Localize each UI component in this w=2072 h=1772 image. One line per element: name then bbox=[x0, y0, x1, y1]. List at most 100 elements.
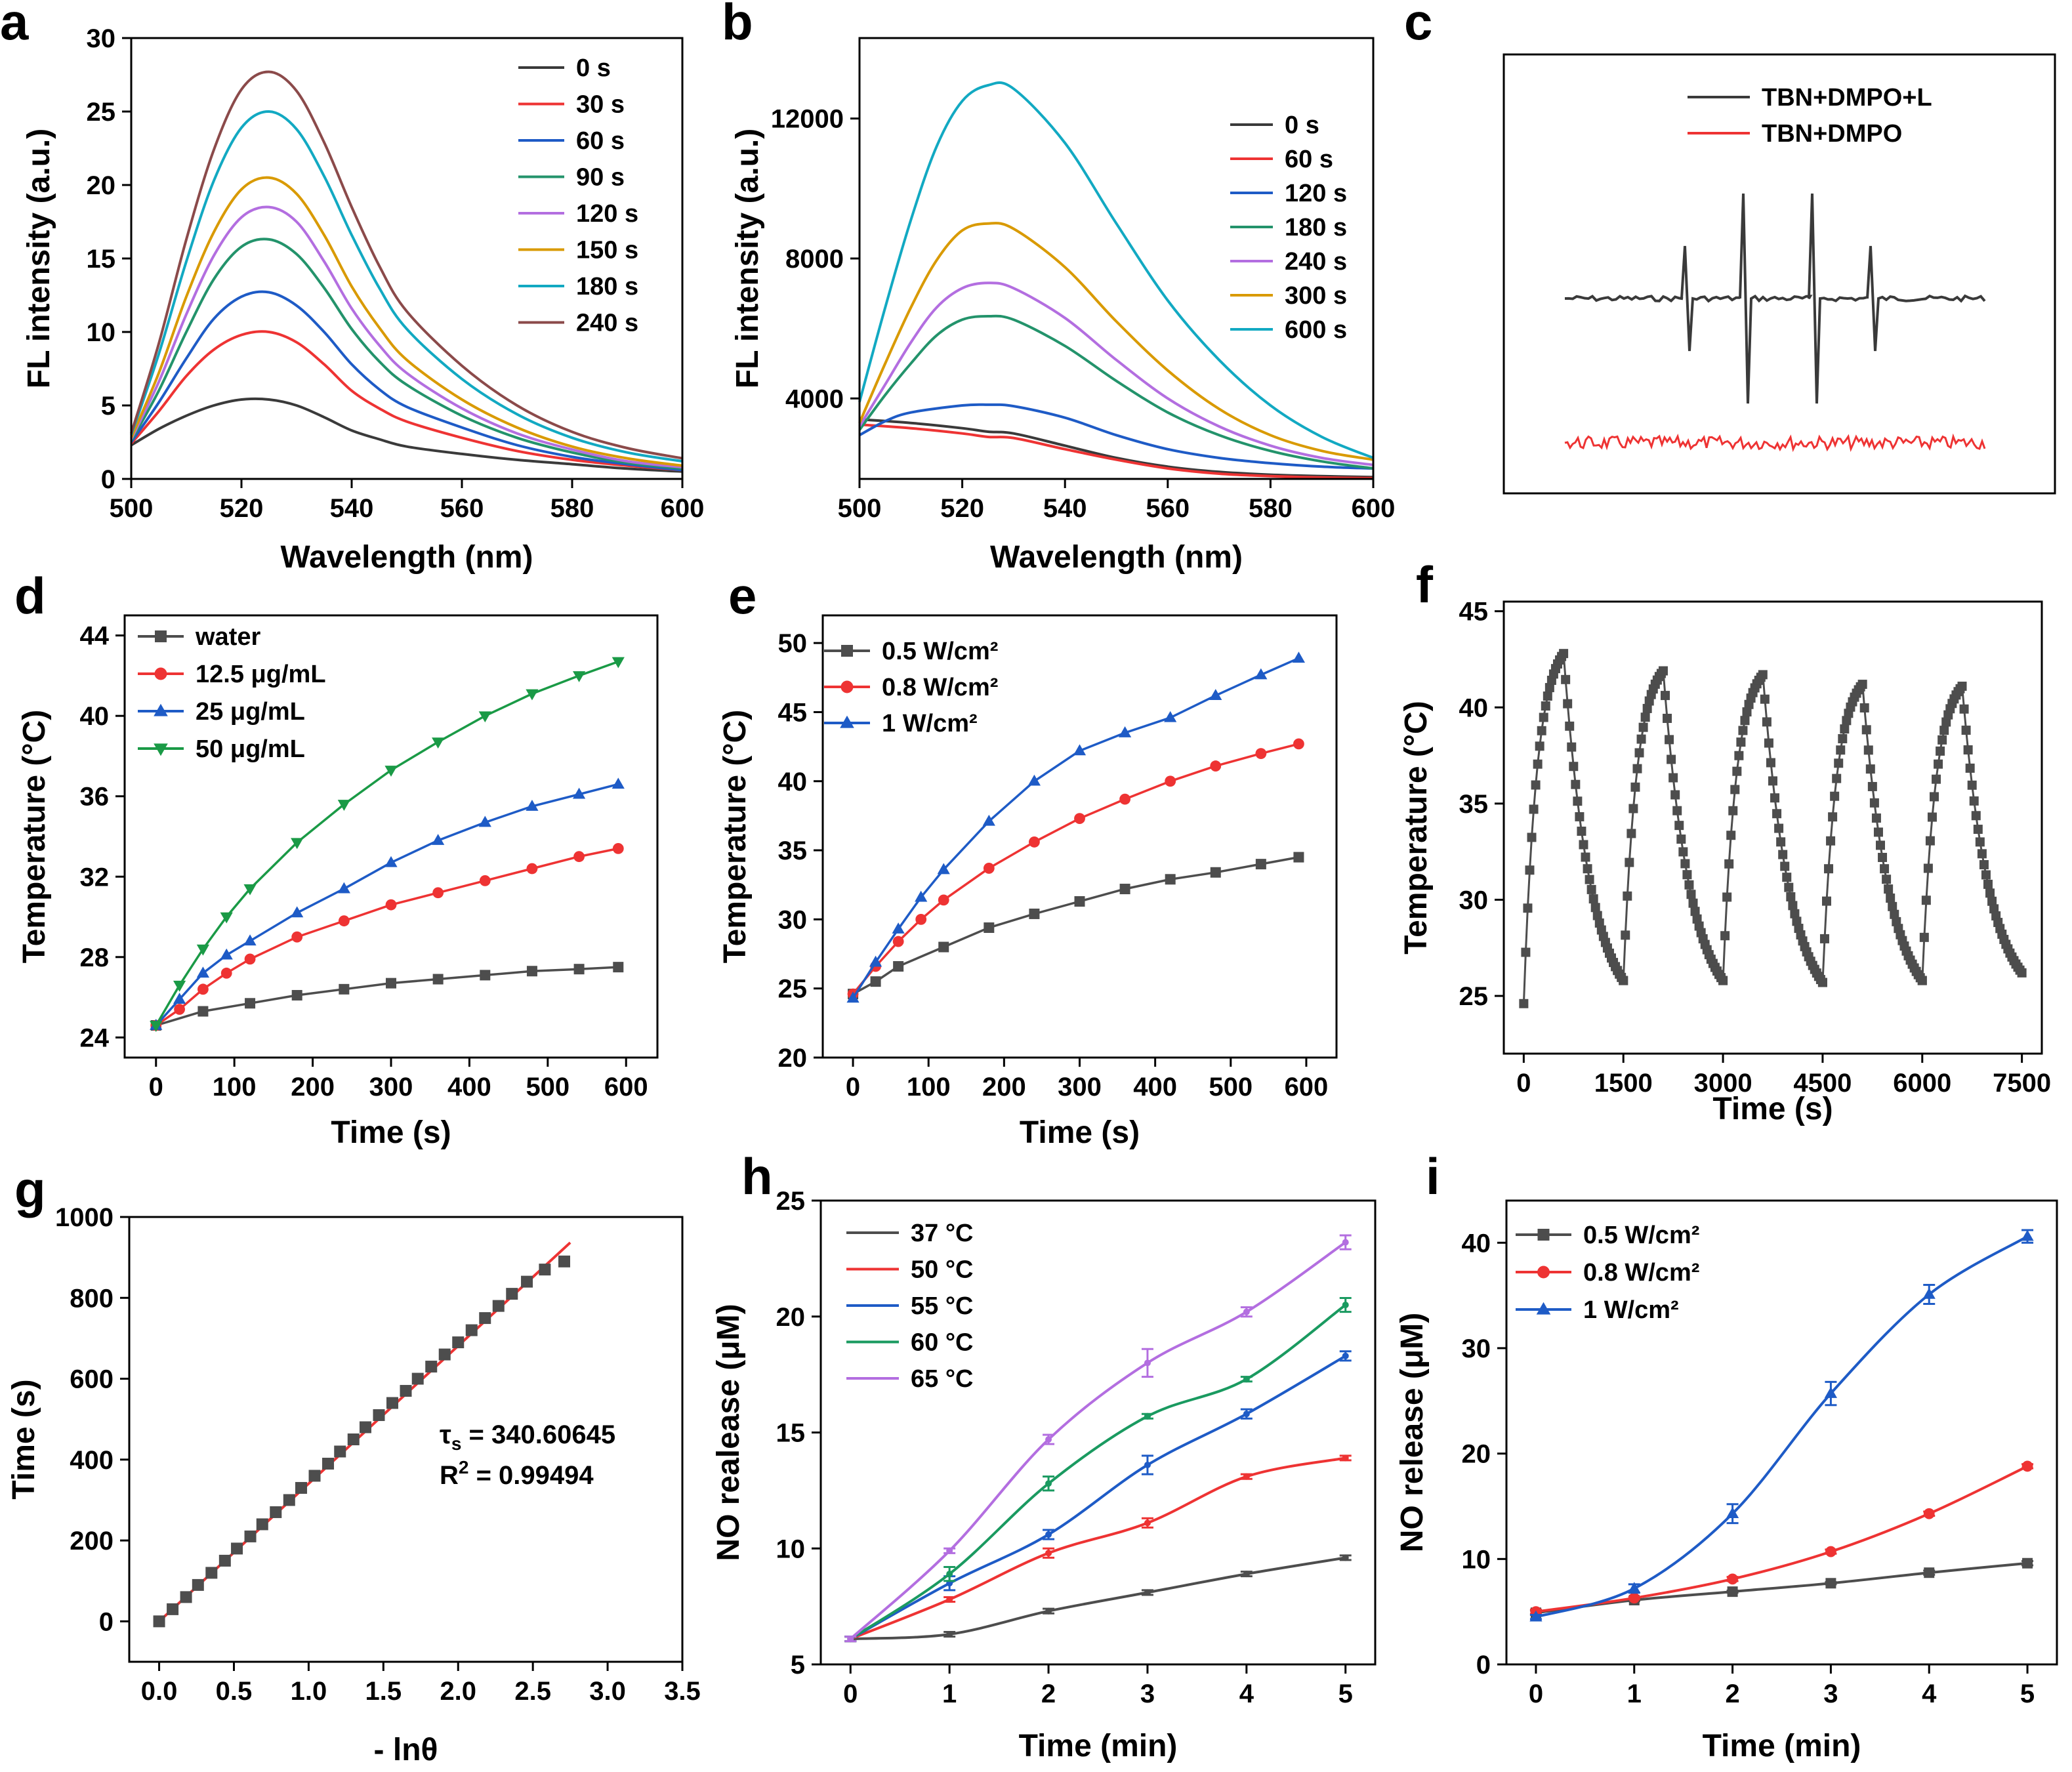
panel-e: e 0 100 200 300 400 500 600 20 25 30 35 40 45 50 Time (… bbox=[718, 567, 1338, 1150]
data-point bbox=[1663, 713, 1672, 723]
data-point bbox=[1243, 1376, 1250, 1383]
legend-marker bbox=[840, 680, 854, 693]
data-point bbox=[2017, 968, 2027, 978]
data-point bbox=[1919, 932, 1929, 942]
y-tick-label: 25 bbox=[778, 975, 808, 1004]
data-point bbox=[1742, 707, 1752, 717]
data-point bbox=[1563, 699, 1573, 709]
data-point bbox=[1825, 1546, 1836, 1557]
y-tick-label: 40 bbox=[80, 702, 110, 731]
data-point bbox=[1029, 836, 1040, 848]
y-tick-label: 35 bbox=[778, 836, 808, 865]
panel-label-c: c bbox=[1404, 0, 1432, 51]
data-point bbox=[1535, 741, 1544, 751]
data-point bbox=[291, 931, 303, 943]
series-line bbox=[130, 70, 683, 460]
data-point bbox=[1772, 809, 1782, 819]
y-tick-label: 10 bbox=[87, 318, 116, 347]
data-point bbox=[338, 915, 350, 927]
panel-label-a: a bbox=[0, 0, 29, 51]
y-tick-label: 1000 bbox=[55, 1203, 114, 1232]
data-point bbox=[245, 998, 256, 1009]
y-tick-label: 400 bbox=[70, 1446, 114, 1475]
data-point bbox=[1760, 694, 1770, 704]
data-point bbox=[270, 1506, 282, 1518]
data-point bbox=[1571, 779, 1581, 789]
data-point bbox=[1941, 717, 1951, 727]
data-point bbox=[1736, 737, 1746, 747]
data-point bbox=[1342, 1352, 1349, 1359]
data-point bbox=[1628, 1592, 1640, 1604]
y-tick-label: 25 bbox=[1459, 982, 1489, 1011]
x-axis-label: Wavelength (nm) bbox=[990, 540, 1243, 575]
legend-label: 0 s bbox=[576, 54, 611, 82]
data-point bbox=[1840, 724, 1850, 734]
y-tick-label: 20 bbox=[1462, 1440, 1491, 1469]
data-point bbox=[1727, 1586, 1738, 1597]
data-point bbox=[1638, 722, 1648, 732]
data-point bbox=[1983, 879, 1993, 889]
x-tick-label: 1.0 bbox=[291, 1677, 327, 1706]
data-point bbox=[411, 1372, 424, 1385]
data-point bbox=[1871, 813, 1881, 823]
data-point bbox=[1790, 909, 1800, 918]
data-point bbox=[1766, 758, 1775, 768]
data-point bbox=[1583, 864, 1592, 874]
data-point bbox=[308, 1470, 321, 1482]
data-point bbox=[946, 1631, 953, 1638]
x-tick-label: 5 bbox=[1338, 1679, 1353, 1708]
data-point bbox=[1973, 825, 1983, 834]
series-line bbox=[850, 1556, 1346, 1641]
x-tick-label: 560 bbox=[1146, 494, 1190, 523]
data-point bbox=[1740, 716, 1750, 726]
data-point bbox=[1539, 712, 1548, 722]
y-axis-label: Time (s) bbox=[7, 1379, 41, 1499]
data-point bbox=[1045, 1436, 1052, 1443]
series-line bbox=[849, 1241, 1346, 1640]
x-tick-label: 500 bbox=[110, 494, 154, 523]
legend-label: 0.5 W/cm² bbox=[1583, 1222, 1699, 1249]
y-tick-label: 32 bbox=[80, 863, 110, 892]
data-point bbox=[1880, 864, 1890, 874]
legend-label: 30 s bbox=[576, 91, 625, 119]
plot-frame-g bbox=[128, 1216, 684, 1663]
data-point bbox=[1863, 745, 1873, 755]
data-point bbox=[220, 948, 233, 960]
legend-label: 0.5 W/cm² bbox=[882, 638, 998, 665]
x-tick-label: 580 bbox=[1249, 494, 1293, 523]
data-point bbox=[480, 970, 491, 981]
data-point bbox=[1342, 1239, 1349, 1246]
data-point bbox=[1762, 717, 1772, 727]
data-point bbox=[1727, 1573, 1738, 1585]
data-point bbox=[295, 1481, 308, 1494]
data-point bbox=[1971, 811, 1981, 821]
data-point bbox=[1529, 804, 1539, 814]
data-point bbox=[1255, 859, 1266, 870]
legend-label: 37 °C bbox=[911, 1220, 973, 1247]
data-point bbox=[173, 993, 186, 1004]
data-point bbox=[1937, 735, 1947, 745]
data-point bbox=[1819, 934, 1829, 943]
data-point bbox=[1867, 781, 1877, 791]
data-point bbox=[291, 990, 302, 1001]
data-point bbox=[1144, 1359, 1151, 1367]
data-point bbox=[1254, 668, 1268, 680]
data-point bbox=[1165, 874, 1176, 885]
data-point bbox=[1965, 763, 1975, 773]
data-point bbox=[521, 1275, 533, 1288]
data-point bbox=[384, 766, 398, 777]
data-point bbox=[425, 1361, 438, 1373]
y-tick-label: 30 bbox=[87, 24, 116, 53]
x-tick-label: 1 bbox=[942, 1679, 957, 1708]
data-point bbox=[1865, 764, 1875, 774]
y-tick-label: 40 bbox=[778, 768, 808, 796]
data-point bbox=[1917, 976, 1927, 985]
data-point bbox=[1967, 780, 1977, 790]
x-tick-label: 2 bbox=[1725, 1679, 1739, 1708]
data-point bbox=[478, 711, 491, 723]
data-point bbox=[1658, 666, 1668, 676]
data-point bbox=[432, 974, 444, 985]
data-point bbox=[1824, 864, 1834, 874]
series-line bbox=[130, 205, 683, 469]
x-tick-label: 2.0 bbox=[440, 1677, 476, 1706]
